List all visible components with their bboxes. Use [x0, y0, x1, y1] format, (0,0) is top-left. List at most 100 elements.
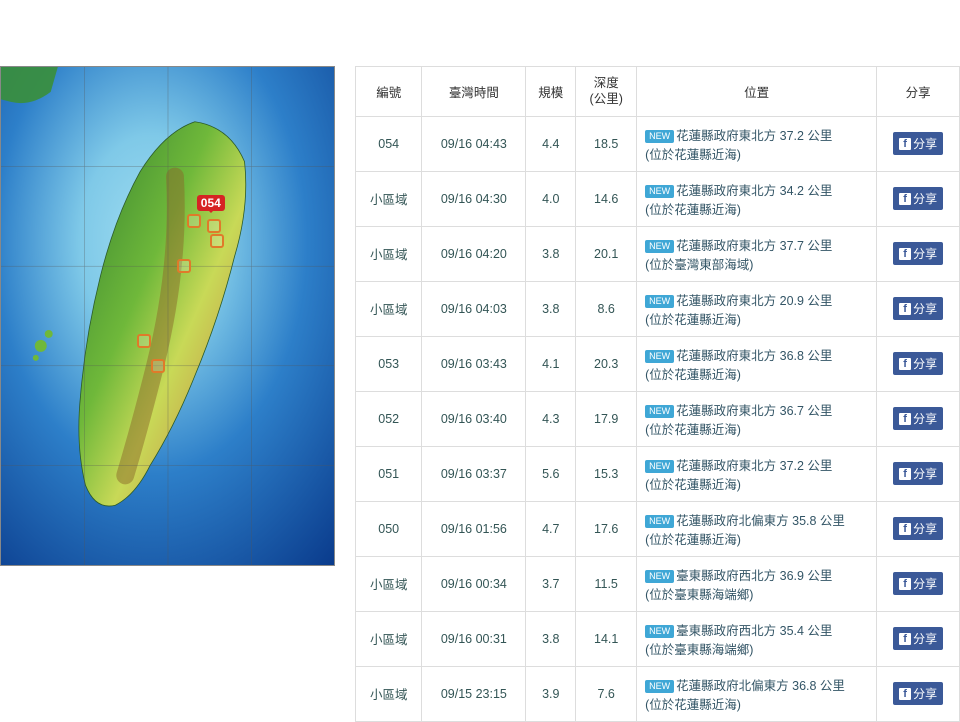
cell-share: f分享: [877, 611, 960, 666]
cell-location: NEW花蓮縣政府北偏東方 36.8 公里(位於花蓮縣近海): [637, 666, 877, 721]
new-badge: NEW: [645, 570, 674, 583]
cell-location: NEW花蓮縣政府東北方 37.2 公里(位於花蓮縣近海): [637, 116, 877, 171]
cell-id: 小區域: [356, 611, 422, 666]
col-time[interactable]: 臺灣時間: [422, 67, 526, 117]
cell-time: 09/16 01:56: [422, 501, 526, 556]
cell-time: 09/16 04:30: [422, 171, 526, 226]
cell-share: f分享: [877, 446, 960, 501]
cell-share: f分享: [877, 171, 960, 226]
table-row[interactable]: 小區域09/16 04:304.014.6NEW花蓮縣政府東北方 34.2 公里…: [356, 171, 960, 226]
cell-id: 小區域: [356, 171, 422, 226]
cell-depth: 8.6: [576, 281, 637, 336]
cell-magnitude: 3.9: [526, 666, 576, 721]
cell-depth: 20.3: [576, 336, 637, 391]
cell-id: 054: [356, 116, 422, 171]
cell-id: 小區域: [356, 666, 422, 721]
cell-magnitude: 3.7: [526, 556, 576, 611]
cell-magnitude: 4.7: [526, 501, 576, 556]
facebook-icon: f: [899, 138, 911, 150]
cell-time: 09/15 23:15: [422, 666, 526, 721]
facebook-icon: f: [899, 303, 911, 315]
col-id[interactable]: 編號: [356, 67, 422, 117]
table-row[interactable]: 小區域09/16 00:343.711.5NEW臺東縣政府西北方 36.9 公里…: [356, 556, 960, 611]
share-button[interactable]: f分享: [893, 517, 943, 540]
share-button[interactable]: f分享: [893, 242, 943, 265]
cell-depth: 15.3: [576, 446, 637, 501]
cell-depth: 14.6: [576, 171, 637, 226]
facebook-icon: f: [899, 633, 911, 645]
cell-location: NEW花蓮縣政府東北方 36.7 公里(位於花蓮縣近海): [637, 391, 877, 446]
cell-share: f分享: [877, 281, 960, 336]
map-main-marker[interactable]: 054: [197, 195, 225, 211]
cell-magnitude: 3.8: [526, 226, 576, 281]
table-row[interactable]: 05109/16 03:375.615.3NEW花蓮縣政府東北方 37.2 公里…: [356, 446, 960, 501]
cell-share: f分享: [877, 391, 960, 446]
map-marker[interactable]: [137, 334, 151, 348]
cell-id: 052: [356, 391, 422, 446]
cell-magnitude: 4.0: [526, 171, 576, 226]
map-marker[interactable]: [187, 214, 201, 228]
cell-id: 小區域: [356, 281, 422, 336]
table-row[interactable]: 小區域09/15 23:153.97.6NEW花蓮縣政府北偏東方 36.8 公里…: [356, 666, 960, 721]
cell-location: NEW花蓮縣政府東北方 20.9 公里(位於花蓮縣近海): [637, 281, 877, 336]
cell-time: 09/16 04:03: [422, 281, 526, 336]
map-marker[interactable]: [151, 359, 165, 373]
cell-depth: 11.5: [576, 556, 637, 611]
table-row[interactable]: 小區域09/16 04:203.820.1NEW花蓮縣政府東北方 37.7 公里…: [356, 226, 960, 281]
share-button[interactable]: f分享: [893, 352, 943, 375]
share-button[interactable]: f分享: [893, 407, 943, 430]
cell-depth: 20.1: [576, 226, 637, 281]
cell-id: 小區域: [356, 226, 422, 281]
col-depth[interactable]: 深度 (公里): [576, 67, 637, 117]
cell-location: NEW臺東縣政府西北方 36.9 公里(位於臺東縣海端鄉): [637, 556, 877, 611]
share-button[interactable]: f分享: [893, 682, 943, 705]
cell-magnitude: 4.3: [526, 391, 576, 446]
share-button[interactable]: f分享: [893, 572, 943, 595]
new-badge: NEW: [645, 515, 674, 528]
cell-location: NEW花蓮縣政府東北方 37.2 公里(位於花蓮縣近海): [637, 446, 877, 501]
col-magnitude[interactable]: 規模: [526, 67, 576, 117]
share-button[interactable]: f分享: [893, 132, 943, 155]
earthquake-table-panel: 編號 臺灣時間 規模 深度 (公里) 位置 分享 05409/16 04:434…: [355, 66, 960, 722]
taiwan-map[interactable]: 054: [0, 66, 335, 566]
new-badge: NEW: [645, 405, 674, 418]
cell-magnitude: 5.6: [526, 446, 576, 501]
facebook-icon: f: [899, 468, 911, 480]
facebook-icon: f: [899, 193, 911, 205]
cell-location: NEW花蓮縣政府東北方 36.8 公里(位於花蓮縣近海): [637, 336, 877, 391]
share-button[interactable]: f分享: [893, 462, 943, 485]
cell-time: 09/16 03:37: [422, 446, 526, 501]
new-badge: NEW: [645, 460, 674, 473]
cell-share: f分享: [877, 336, 960, 391]
table-row[interactable]: 小區域09/16 00:313.814.1NEW臺東縣政府西北方 35.4 公里…: [356, 611, 960, 666]
col-share[interactable]: 分享: [877, 67, 960, 117]
cell-location: NEW花蓮縣政府北偏東方 35.8 公里(位於花蓮縣近海): [637, 501, 877, 556]
facebook-icon: f: [899, 413, 911, 425]
cell-magnitude: 4.1: [526, 336, 576, 391]
cell-depth: 14.1: [576, 611, 637, 666]
col-location[interactable]: 位置: [637, 67, 877, 117]
cell-id: 050: [356, 501, 422, 556]
facebook-icon: f: [899, 578, 911, 590]
earthquake-table: 編號 臺灣時間 規模 深度 (公里) 位置 分享 05409/16 04:434…: [355, 66, 960, 722]
cell-magnitude: 3.8: [526, 281, 576, 336]
table-row[interactable]: 05309/16 03:434.120.3NEW花蓮縣政府東北方 36.8 公里…: [356, 336, 960, 391]
share-button[interactable]: f分享: [893, 627, 943, 650]
map-marker[interactable]: [207, 219, 221, 233]
table-row[interactable]: 05209/16 03:404.317.9NEW花蓮縣政府東北方 36.7 公里…: [356, 391, 960, 446]
share-button[interactable]: f分享: [893, 187, 943, 210]
table-row[interactable]: 05409/16 04:434.418.5NEW花蓮縣政府東北方 37.2 公里…: [356, 116, 960, 171]
cell-location: NEW花蓮縣政府東北方 37.7 公里(位於臺灣東部海域): [637, 226, 877, 281]
facebook-icon: f: [899, 523, 911, 535]
share-button[interactable]: f分享: [893, 297, 943, 320]
new-badge: NEW: [645, 350, 674, 363]
cell-id: 051: [356, 446, 422, 501]
table-row[interactable]: 05009/16 01:564.717.6NEW花蓮縣政府北偏東方 35.8 公…: [356, 501, 960, 556]
cell-time: 09/16 04:20: [422, 226, 526, 281]
table-row[interactable]: 小區域09/16 04:033.88.6NEW花蓮縣政府東北方 20.9 公里(…: [356, 281, 960, 336]
facebook-icon: f: [899, 688, 911, 700]
new-badge: NEW: [645, 130, 674, 143]
cell-share: f分享: [877, 666, 960, 721]
map-marker[interactable]: [177, 259, 191, 273]
map-marker[interactable]: [210, 234, 224, 248]
